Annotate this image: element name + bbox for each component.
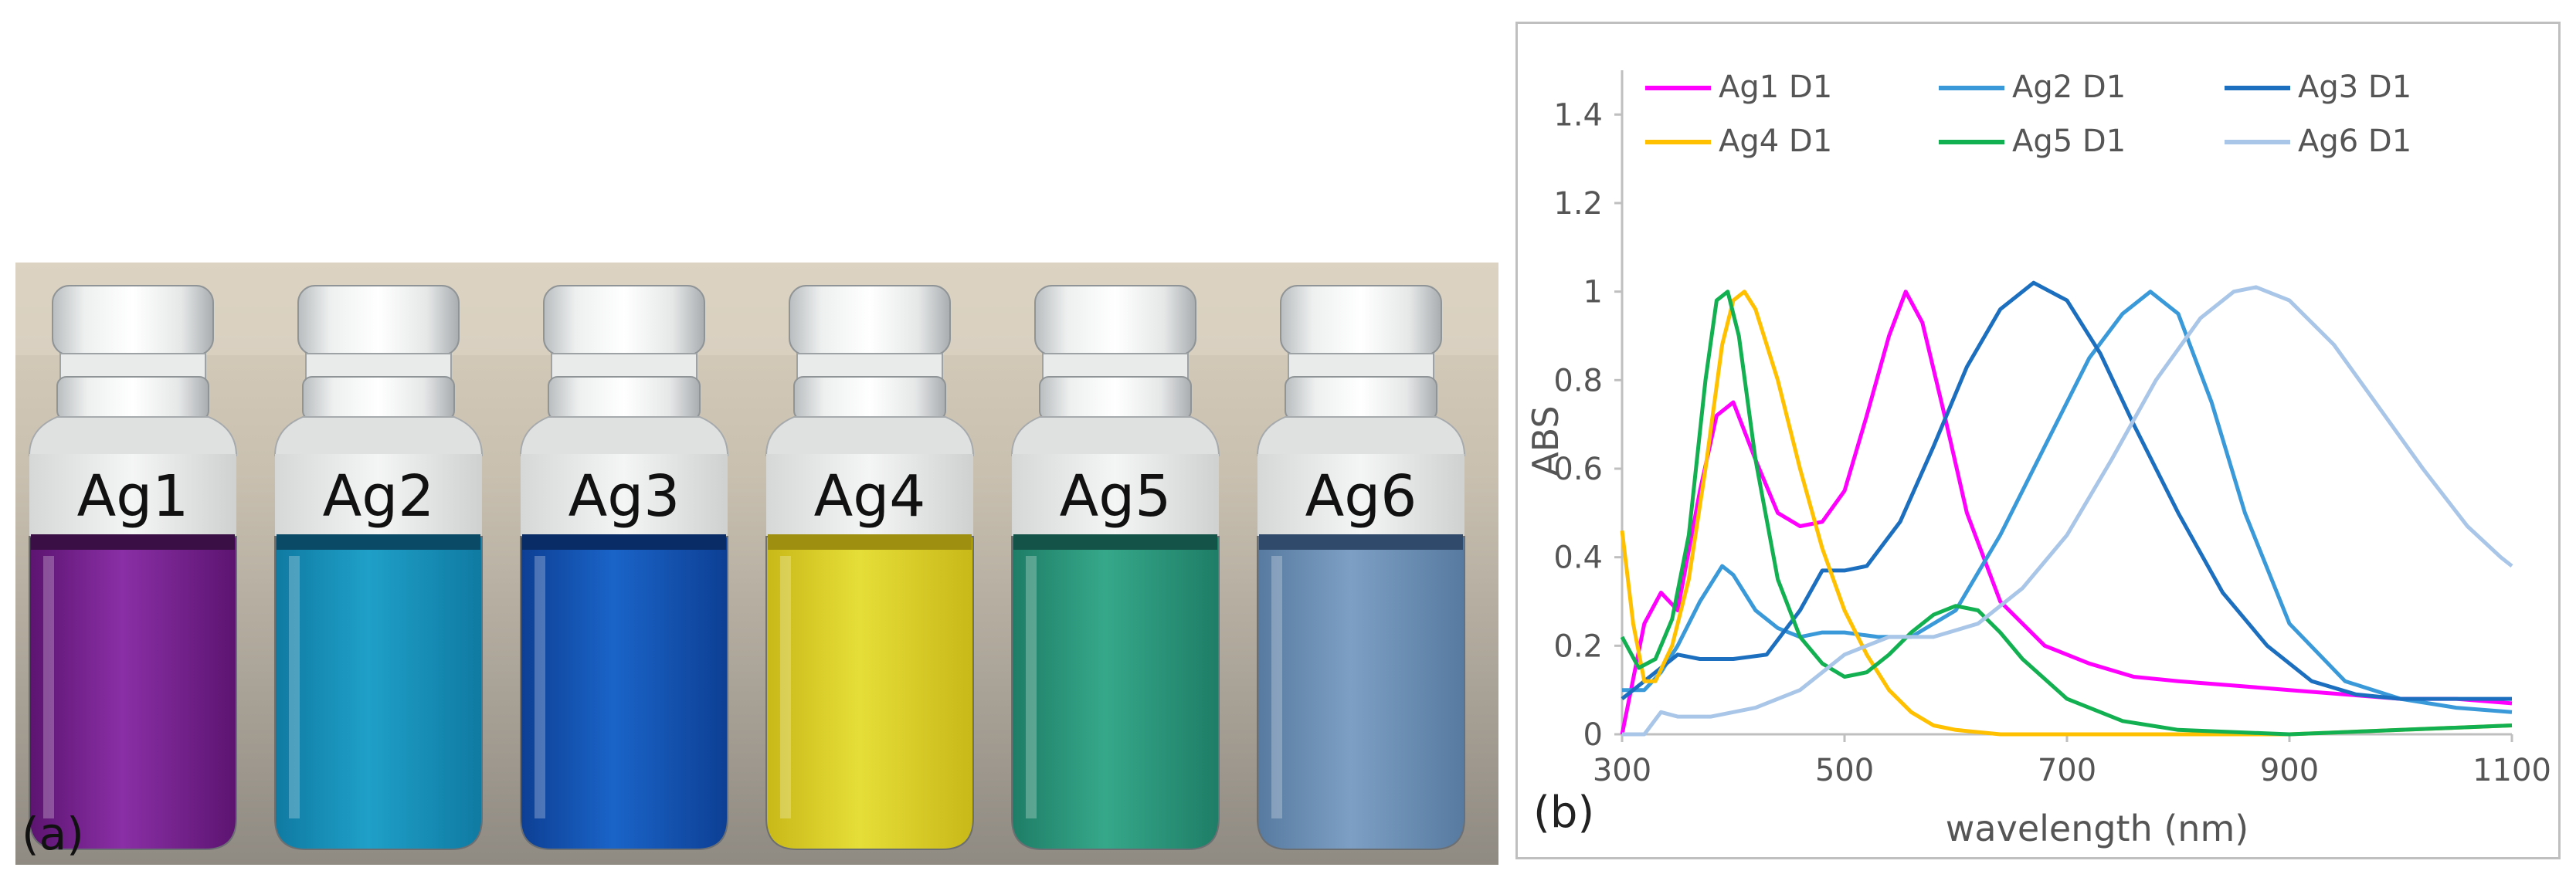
vial-liquid — [274, 536, 483, 850]
vial-label: Ag2 — [323, 463, 435, 530]
panel-a-label: (a) — [22, 808, 84, 860]
vial-neck — [793, 376, 946, 421]
y-tick-label: 1.4 — [1553, 97, 1603, 133]
vial-meniscus — [1013, 534, 1217, 550]
vial-shoulder — [519, 416, 729, 456]
vial-label: Ag5 — [1060, 463, 1172, 530]
y-tick-label: 1.2 — [1553, 186, 1603, 222]
vial-label: Ag6 — [1305, 463, 1417, 530]
absorbance-chart-svg: 0 0.2 0.4 0.6 0.8 1 1.2 1.4 300 500 700 900 1100 Ag1… — [1525, 69, 2551, 849]
series-line-ag1-d1 — [1620, 290, 2513, 735]
vial-neck — [56, 376, 209, 421]
legend-item: Ag3 D1 — [2225, 69, 2411, 105]
vial-meniscus — [277, 534, 480, 550]
panel-b-label: (b) — [1533, 788, 1594, 838]
vial-liquid — [29, 536, 237, 850]
vial-photo-drawing: Ag1 Ag2 Ag3 Ag4 Ag5 Ag6 (a) — [15, 263, 1498, 865]
vial-meniscus — [522, 534, 726, 550]
vial-ag4: Ag4 — [765, 285, 975, 850]
vial-meniscus — [31, 534, 235, 550]
vial-cap — [1034, 285, 1196, 356]
vial-meniscus — [1259, 534, 1463, 550]
legend-label: Ag6 D1 — [2298, 124, 2411, 159]
vial-label: Ag4 — [814, 463, 926, 530]
x-tick-label: 500 — [1815, 753, 1874, 788]
legend-label: Ag2 D1 — [2012, 69, 2126, 105]
vial-cap-ring — [796, 353, 943, 379]
vial-label: Ag3 — [568, 463, 680, 530]
vial-ag2: Ag2 — [273, 285, 484, 850]
legend-label: Ag4 D1 — [1719, 124, 1832, 159]
vial-neck — [1039, 376, 1192, 421]
vial-highlight — [780, 556, 791, 818]
vial-liquid — [1257, 536, 1465, 850]
vial-cap — [1280, 285, 1442, 356]
legend-item: Ag6 D1 — [2225, 124, 2411, 159]
vial-cap — [543, 285, 705, 356]
vial-highlight — [535, 556, 545, 818]
series-line-ag2-d1 — [1622, 290, 2513, 714]
legend-label: Ag1 D1 — [1719, 69, 1832, 105]
x-tick-label: 700 — [2038, 753, 2096, 788]
vial-label-band — [275, 454, 482, 539]
vial-ag5: Ag5 — [1010, 285, 1220, 850]
vial-shoulder — [1010, 416, 1220, 456]
vial-highlight — [1026, 556, 1037, 818]
y-axis-title: ABS — [1525, 405, 1566, 476]
vial-liquid — [1011, 536, 1220, 850]
vial-label-band — [521, 454, 728, 539]
vial-label-band — [29, 454, 236, 539]
y-tick-label: 0.6 — [1553, 452, 1603, 487]
series-line-ag6-d1 — [1622, 285, 2513, 737]
legend-item: Ag2 D1 — [1939, 69, 2126, 105]
vial-highlight — [289, 556, 300, 818]
vial-highlight — [43, 556, 54, 818]
vial-label-band — [766, 454, 973, 539]
legend-label: Ag5 D1 — [2012, 124, 2126, 159]
vial-ag1: Ag1 — [28, 285, 238, 850]
x-axis-title: wavelength (nm) — [1946, 808, 2248, 849]
x-tick-label: 1100 — [2472, 753, 2551, 788]
vial-cap — [297, 285, 460, 356]
vial-cap — [52, 285, 214, 356]
absorbance-chart: 0 0.2 0.4 0.6 0.8 1 1.2 1.4 300 500 700 900 1100 Ag1… — [1515, 22, 2561, 859]
vial-neck — [548, 376, 701, 421]
vial-cap-ring — [305, 353, 452, 379]
vial-photo: Ag1 Ag2 Ag3 Ag4 Ag5 Ag6 (a) — [15, 263, 1498, 865]
vial-cap — [789, 285, 951, 356]
y-tick-label: 0.8 — [1553, 363, 1603, 398]
x-tick-label: 900 — [2260, 753, 2319, 788]
vial-cap-ring — [59, 353, 206, 379]
series-line-ag3-d1 — [1621, 280, 2512, 701]
vial-cap-ring — [1042, 353, 1189, 379]
y-tick-label: 0 — [1583, 717, 1603, 753]
series-line-ag4-d1 — [1620, 290, 2513, 737]
vial-shoulder — [765, 416, 975, 456]
y-tick-label: 0.4 — [1553, 540, 1603, 576]
vial-neck — [302, 376, 455, 421]
legend-label: Ag3 D1 — [2298, 69, 2411, 105]
vial-liquid — [520, 536, 728, 850]
vial-shoulder — [1256, 416, 1466, 456]
vial-label-band — [1257, 454, 1464, 539]
vial-label-band — [1012, 454, 1219, 539]
legend-item: Ag1 D1 — [1645, 69, 1832, 105]
vial-cap-ring — [1288, 353, 1434, 379]
legend-item: Ag4 D1 — [1645, 124, 1832, 159]
vial-liquid — [765, 536, 974, 850]
vial-shoulder — [28, 416, 238, 456]
series-line-ag5-d1 — [1620, 290, 2513, 737]
vial-label: Ag1 — [77, 463, 189, 530]
vial-meniscus — [768, 534, 972, 550]
legend-item: Ag5 D1 — [1939, 124, 2126, 159]
vial-shoulder — [273, 416, 484, 456]
vial-neck — [1285, 376, 1437, 421]
vial-highlight — [1271, 556, 1282, 818]
vial-cap-ring — [551, 353, 697, 379]
vial-ag3: Ag3 — [519, 285, 729, 850]
x-tick-label: 300 — [1593, 753, 1651, 788]
vial-ag6: Ag6 — [1256, 285, 1466, 850]
y-tick-label: 0.2 — [1553, 629, 1603, 664]
y-tick-label: 1 — [1583, 275, 1603, 310]
